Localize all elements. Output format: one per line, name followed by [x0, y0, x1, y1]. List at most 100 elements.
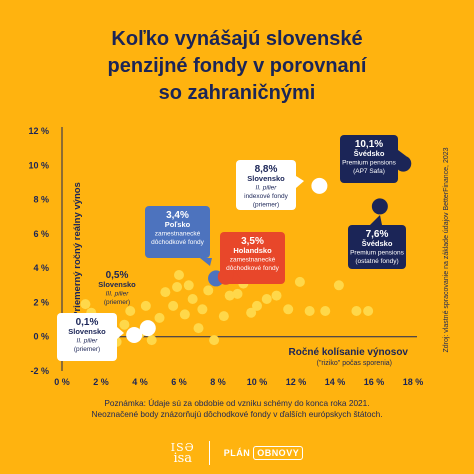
callout: 0,1%Slovensko II. pilier(priemer) [57, 313, 124, 361]
data-point [224, 290, 235, 301]
data-point [187, 294, 198, 304]
y-tick-label: -2 % [30, 366, 49, 376]
data-point [246, 307, 257, 318]
y-tick-label: 2 % [33, 297, 49, 307]
plan-obnovy-logo: PLÁN OBNOVY [224, 446, 304, 460]
callout-value: 0,1% [76, 317, 99, 328]
data-point [80, 299, 91, 310]
logo-separator [208, 441, 210, 465]
callout-value: 0,5% [106, 270, 129, 281]
data-point [304, 306, 315, 316]
y-tick-label: 6 % [33, 229, 49, 239]
y-tick-label: 0 % [33, 332, 49, 342]
data-point [146, 335, 157, 346]
callout-tail [370, 215, 382, 225]
data-point [140, 300, 151, 311]
x-tick-label: 2 % [93, 377, 109, 387]
data-point [154, 312, 165, 323]
callout-line: II. pilier [256, 185, 278, 192]
callout-line: Premium pensions [342, 160, 397, 167]
callout-line: (priemer) [253, 202, 279, 209]
obnovy-text: OBNOVY [253, 446, 304, 460]
data-point [351, 306, 362, 316]
data-point [179, 309, 190, 320]
callout-line: dôchodkové fondy [151, 239, 205, 246]
callout: 7,6%Švédsko Premium pensions(ostatné fond… [348, 215, 406, 269]
source-note: Zdroj: vlastné spracovanie na základe úd… [443, 147, 450, 353]
x-tick-label: 4 % [132, 377, 148, 387]
data-point [125, 306, 136, 316]
data-point [160, 287, 171, 298]
title-line: Koľko vynášajú slovenské [111, 28, 363, 50]
footnote-line: Neoznačené body znázorňujú dôchodkové fo… [91, 409, 383, 419]
callout-value: 10,1% [355, 139, 383, 150]
footnote-line: Poznámka: Údaje sú za obdobie od vzniku … [104, 398, 370, 408]
footnote: Poznámka: Údaje sú za obdobie od vzniku … [0, 398, 474, 420]
axes: 0 % 2 % 4 % 6 % 8 % 10 % 12 % 14 % 16 % 18 % -2 % 0… [28, 126, 423, 387]
title-line: so zahraničnými [158, 82, 316, 104]
callout-line: (AP7 Safa) [353, 168, 385, 175]
x-tick-label: 18 % [403, 377, 424, 387]
callout-tail [200, 258, 212, 266]
callout-value: 3,4% [166, 210, 189, 221]
callout-line: indexové fondy [244, 193, 288, 200]
y-tick-label: 12 % [28, 126, 49, 136]
callout: 10,1%Švédsko Premium pensions(AP7 Safa) [340, 135, 406, 183]
isa-logo-top: ISƏ [170, 441, 195, 454]
highlight-point [371, 198, 388, 215]
callout-line: Premium pensions [350, 250, 405, 257]
callout-country: Slovensko [98, 280, 136, 289]
callout-country: Slovensko [247, 174, 285, 183]
highlight-point [126, 327, 143, 343]
callout-line: III. pilier [106, 291, 130, 298]
callout-tail [232, 270, 244, 284]
callout-box [57, 313, 117, 361]
callout-country: Švédsko [354, 149, 385, 158]
callout-box [220, 232, 285, 284]
data-point [271, 290, 282, 301]
data-point [261, 294, 272, 304]
callout-tail [398, 150, 406, 162]
data-point [333, 280, 344, 291]
callout-country: Holandsko [233, 246, 272, 255]
data-point [203, 285, 214, 296]
data-point [193, 323, 204, 334]
data-point [252, 300, 262, 311]
highlight-point [311, 177, 328, 194]
data-point [174, 270, 184, 280]
chart-title: Koľko vynášajú slovenské penzijné fondy … [0, 26, 474, 107]
callout-country: Slovensko [68, 327, 106, 336]
footer: ISƏ isa PLÁN OBNOVY [0, 432, 474, 474]
y-axis-label: Priemerný ročný reálny výnos [72, 182, 83, 318]
callout-box [145, 206, 210, 258]
data-point [283, 304, 294, 315]
isa-logo-bottom: isa [173, 451, 193, 466]
callout-value: 8,8% [255, 164, 278, 175]
data-point [218, 311, 229, 322]
x-tick-label: 16 % [364, 377, 385, 387]
x-tick-label: 12 % [286, 377, 307, 387]
callout-line: zamestnanecké [230, 257, 276, 264]
callout: 0,5%Slovensko III. pilier(priemer) [98, 270, 136, 306]
x-tick-label: 0 % [54, 377, 70, 387]
highlights-layer [126, 155, 412, 343]
data-point [294, 276, 305, 287]
callout-box [236, 160, 296, 210]
x-axis-label: Ročné kolísanie výnosov [289, 347, 409, 358]
data-point [320, 306, 331, 316]
callout-box [340, 135, 398, 183]
callout-tail [296, 176, 304, 188]
callout-value: 3,5% [241, 236, 264, 247]
callout-line: zamestnanecké [155, 231, 201, 238]
title-line: penzijné fondy v porovnaní [107, 55, 367, 77]
callout-line: dôchodkové fondy [226, 265, 280, 272]
callout-value: 7,6% [366, 229, 389, 240]
data-point [197, 304, 208, 315]
data-point [172, 282, 183, 292]
callout-line: (priemer) [74, 346, 100, 353]
